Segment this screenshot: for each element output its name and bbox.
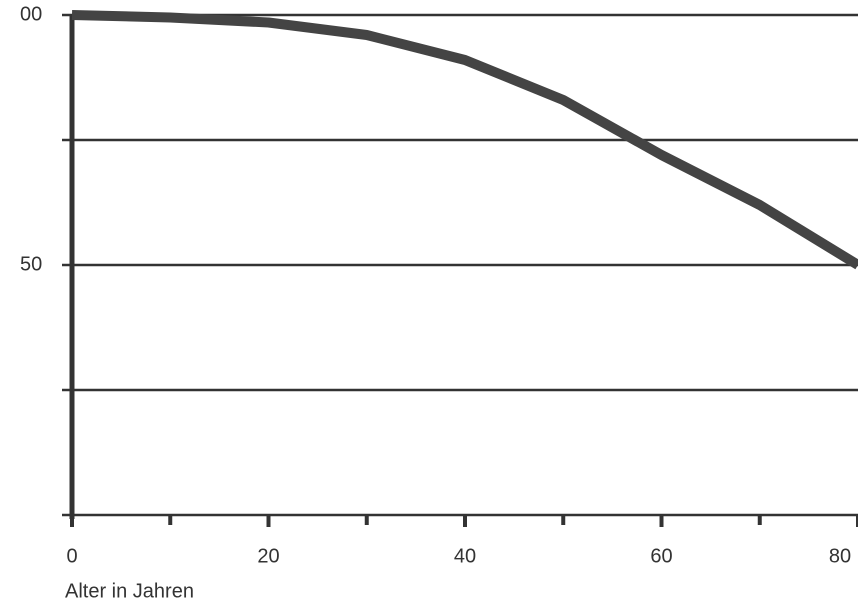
- x-tick-label: 60: [650, 545, 672, 567]
- x-tick-label: 20: [257, 545, 279, 567]
- y-tick-label: 50: [20, 253, 42, 275]
- y-tick-label: 00: [20, 3, 42, 25]
- x-tick-label: 0: [66, 545, 77, 567]
- x-tick-label: 80: [829, 545, 851, 567]
- line-series: [71, 10, 858, 270]
- x-tick-label: 40: [454, 545, 476, 567]
- x-axis-label: Alter in Jahren: [65, 580, 194, 602]
